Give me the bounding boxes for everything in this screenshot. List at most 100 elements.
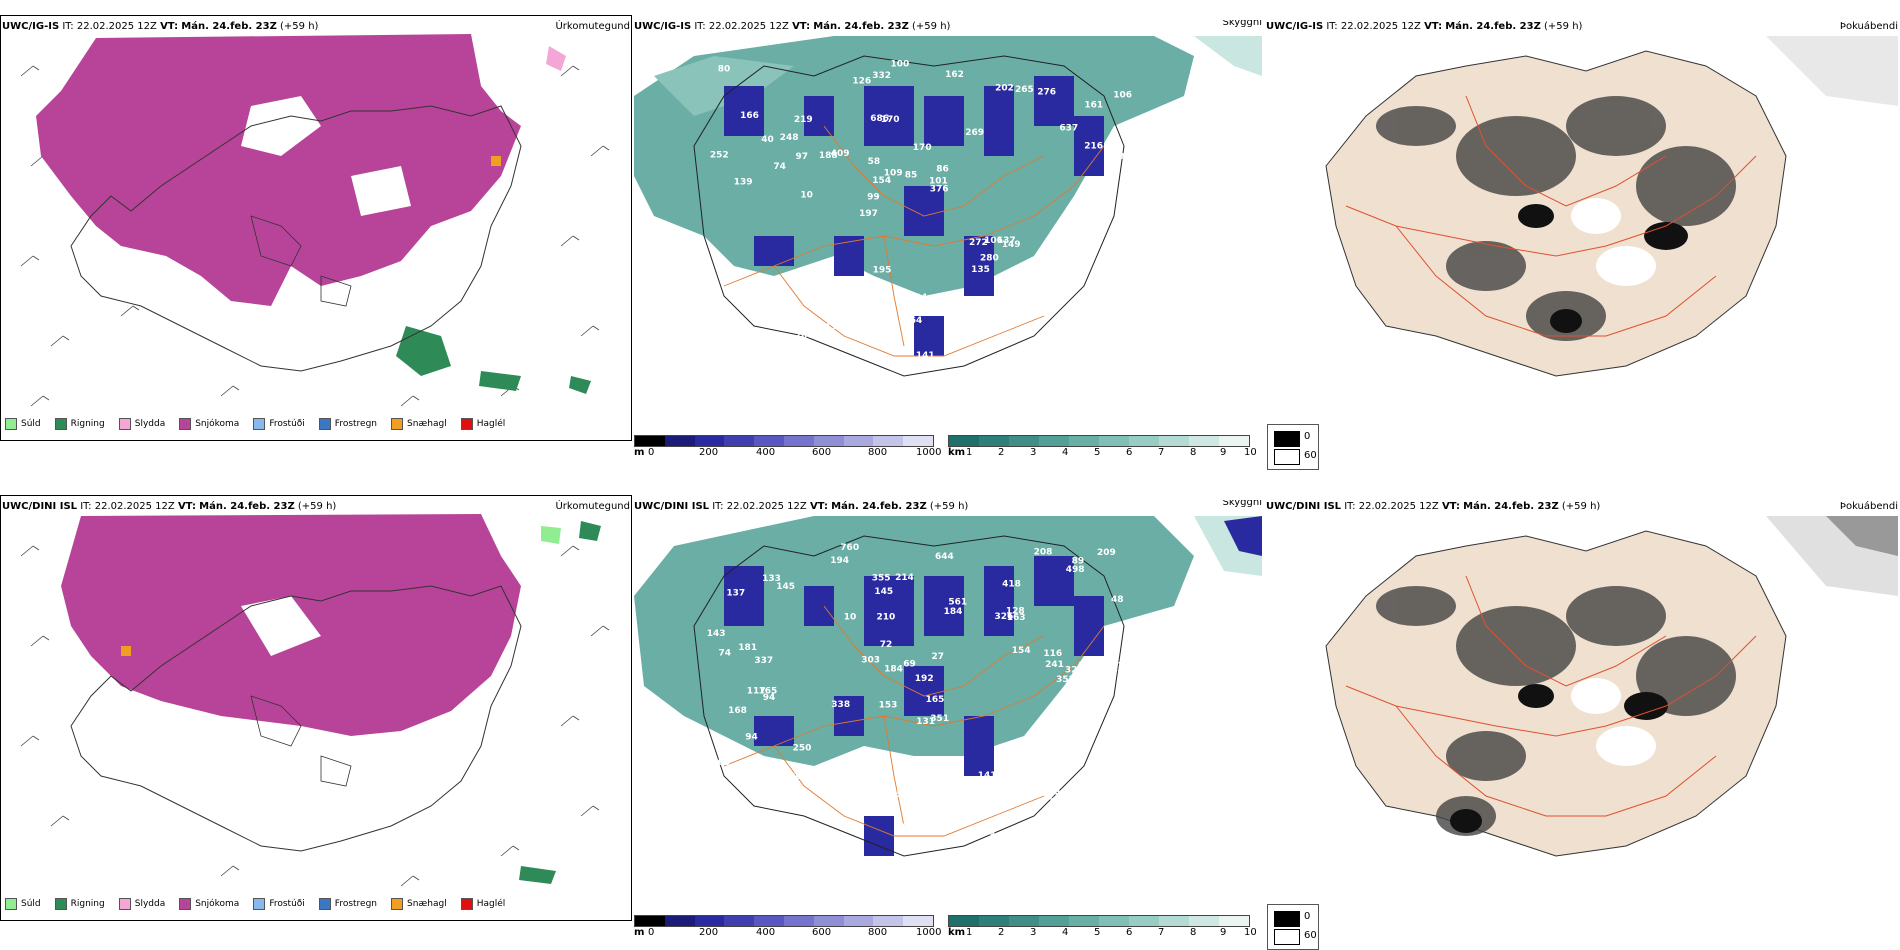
- it-label: IT:: [1344, 501, 1356, 512]
- colorbar-segment: [979, 436, 1009, 446]
- visibility-tick: 2: [998, 927, 1005, 938]
- map-fog-ig[interactable]: [1266, 36, 1898, 416]
- elevation-label: 154: [1012, 646, 1031, 656]
- elevation-label: 137: [997, 236, 1016, 246]
- visibility-tick: 6: [1126, 447, 1133, 458]
- legend-label: Haglél: [476, 899, 506, 909]
- legend-swatch: [54, 898, 67, 910]
- panel-fog-ig: UWC/IG-IS IT: 22.02.2025 12Z VT: Mán. 24…: [1264, 0, 1900, 470]
- panel-title: UWC/DINI ISL IT: 22.02.2025 12Z VT: Mán.…: [1266, 500, 1898, 514]
- colorbar-segment: [754, 436, 784, 446]
- elevation-labels: 3391391611972691346861701664092052121708…: [710, 60, 1142, 366]
- elevation-label: 131: [916, 717, 935, 727]
- elevation-label: 189: [794, 772, 813, 782]
- elevation-label: 210: [877, 612, 896, 622]
- elevation-label: 137: [726, 588, 745, 598]
- lead-time: (+59 h): [297, 501, 337, 512]
- elevation-label: 303: [861, 655, 880, 665]
- visibility-tick: 4: [1062, 927, 1069, 938]
- altitude-unit: m: [634, 927, 645, 938]
- legend-label: Súld: [21, 419, 41, 429]
- lead-time: (+59 h): [912, 21, 951, 32]
- map-visibility-ig[interactable]: 339 139 161 197 269 134 686 170 166 409 205 212 170 8…: [634, 36, 1262, 416]
- model-name: UWC/DINI ISL: [634, 501, 710, 512]
- elevation-label: 146: [1044, 335, 1063, 345]
- visibility-tick: 5: [1094, 927, 1101, 938]
- elevation-label: 299: [1106, 152, 1125, 162]
- legend-label: Súld: [21, 899, 41, 909]
- elevation-label: 637: [1059, 123, 1078, 133]
- map-precip-type-dini[interactable]: Súld Rigning Slydda Snjókoma Frostúði Fr…: [0, 495, 632, 921]
- it-value: 22.02.2025 12Z: [708, 21, 789, 32]
- visibility-tick: 9: [1220, 447, 1227, 458]
- elevation-label: 175: [884, 790, 903, 800]
- colorbar-segment: [813, 916, 844, 926]
- elevation-label: 230: [765, 762, 784, 772]
- elevation-label: 86: [936, 165, 949, 175]
- visibility-unit: km: [948, 447, 966, 458]
- elevation-label: 99: [867, 193, 880, 203]
- parameter-name: Skyggni: [1222, 20, 1262, 28]
- vt-value: Mán. 24.feb. 23Z: [1463, 501, 1559, 512]
- elevation-label: 191: [900, 823, 919, 833]
- altitude-tick: 200: [699, 447, 719, 458]
- altitude-colorbar: [634, 435, 934, 447]
- elevation-label: 40: [761, 135, 774, 145]
- colorbar-segment: [843, 916, 874, 926]
- elevation-label: 10: [800, 191, 813, 201]
- colorbar-segment: [1009, 916, 1039, 926]
- elevation-label: 165: [926, 695, 945, 705]
- legend-swatch: [460, 418, 473, 430]
- legend-label: Snjókoma: [195, 899, 240, 909]
- visibility-tick: 5: [1094, 447, 1101, 458]
- elevation-label: 143: [707, 629, 726, 639]
- elevation-label: 58: [868, 157, 881, 167]
- legend-swatch: [179, 898, 192, 910]
- legend-swatch: [253, 898, 266, 910]
- colorbar-segment: [1159, 436, 1189, 446]
- it-label: IT:: [1326, 21, 1338, 32]
- elevation-label: 165: [711, 758, 730, 768]
- colorbar-segment: [1039, 436, 1069, 446]
- elevation-label: 166: [748, 276, 767, 286]
- elevation-label: 338: [831, 700, 850, 710]
- visibility-tick: 1: [966, 447, 973, 458]
- legend-label: Slydda: [134, 419, 166, 429]
- legend-item: Rigning: [54, 418, 105, 430]
- elevation-label: 195: [873, 266, 892, 276]
- elevation-label: 265: [1015, 85, 1034, 95]
- elevation-label: 165: [759, 686, 778, 696]
- legend-item: Snæhagl: [391, 418, 447, 430]
- elevation-label: 194: [909, 293, 928, 303]
- elevation-label: 339: [1077, 335, 1096, 345]
- colorbar-segment: [754, 916, 784, 926]
- map-visibility-dini[interactable]: 760 418 185 153 351 165 137 326 168 184 192 282 194 3…: [634, 516, 1262, 896]
- elevation-label: 248: [780, 133, 799, 143]
- elevation-label: 216: [1084, 142, 1103, 152]
- elevation-label: 166: [740, 111, 759, 121]
- elevation-label: 192: [915, 674, 934, 684]
- elevation-label: 181: [738, 643, 757, 653]
- visibility-ticks: km 1 2 3 4 5 6 7 8 9 10: [948, 927, 1264, 941]
- fog-min: [1571, 678, 1656, 766]
- mountain-cells: [724, 76, 1104, 356]
- visibility-tick: 8: [1190, 927, 1197, 938]
- elevation-label: 109: [884, 168, 903, 178]
- vt-label: VT:: [160, 21, 179, 32]
- legend-item: Snæhagl: [391, 898, 447, 910]
- visibility-colorbar: [948, 435, 1250, 447]
- roads: [723, 605, 1105, 837]
- map-fog-dini[interactable]: [1266, 516, 1898, 896]
- legend-swatch: [118, 898, 131, 910]
- elevation-label: 272: [969, 238, 988, 248]
- legend-item: Slydda: [118, 898, 165, 910]
- altitude-tick: 1000: [916, 447, 942, 458]
- it-value: 22.02.2025 12Z: [94, 501, 175, 512]
- panel-precip-type-dini: Súld Rigning Slydda Snjókoma Frostúði Fr…: [0, 480, 632, 950]
- fog-white-label: 60: [1304, 930, 1317, 941]
- elevation-label: 170: [881, 115, 900, 125]
- map-precip-type-ig[interactable]: Súld Rigning Slydda Snjókoma Frostúði Fr…: [0, 15, 632, 441]
- elevation-label: 14: [752, 344, 765, 354]
- elevation-label: 269: [965, 128, 984, 138]
- visibility-tick: 7: [1158, 447, 1165, 458]
